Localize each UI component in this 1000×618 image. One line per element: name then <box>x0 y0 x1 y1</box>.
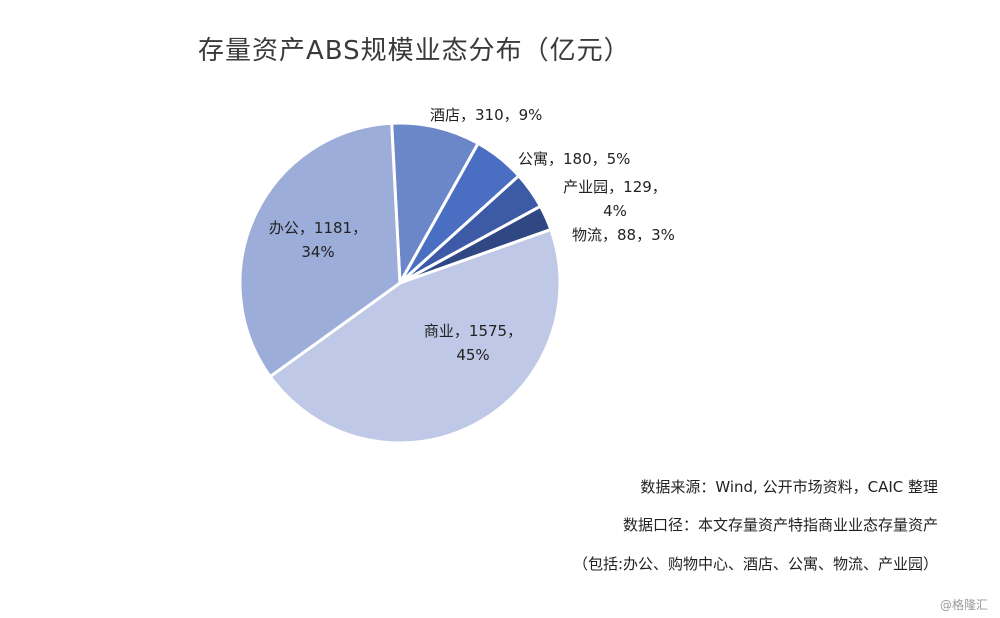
slice-label-2: 公寓，180，5% <box>518 150 630 168</box>
data-scope-note: 数据口径：本文存量资产特指商业业态存量资产 <box>622 516 938 534</box>
pie-slice-5 <box>268 227 562 445</box>
chart-title: 存量资产ABS规模业态分布（亿元） <box>198 36 631 66</box>
pie-slice-1 <box>390 121 481 289</box>
pie-slice-6 <box>238 121 402 379</box>
slice-label-4: 物流，88，3% <box>572 226 675 244</box>
data-source-note: 数据来源：Wind, 公开市场资料，CAIC 整理 <box>640 478 938 496</box>
slice-label-6: 办公，1181， 34% <box>269 219 367 261</box>
slice-label-1: 酒店，310，9% <box>430 106 542 124</box>
data-scope-detail-note: （包括:办公、购物中心、酒店、公寓、物流、产业园） <box>572 555 938 573</box>
slice-label-5: 商业，1575， 45% <box>424 322 522 364</box>
watermark: @格隆汇 <box>939 598 988 612</box>
slice-label-3: 产业园，129， 4% <box>563 178 667 220</box>
